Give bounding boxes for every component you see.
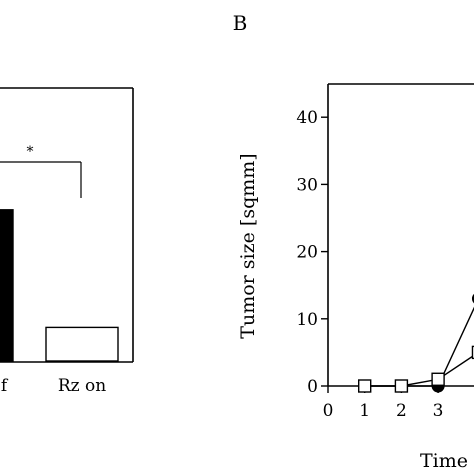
series-1-point-0	[358, 379, 372, 393]
y-tick-label-3: 30	[296, 175, 318, 195]
significance-bracket: *	[0, 144, 82, 198]
x-tick-label-2: 2	[396, 401, 407, 421]
series-0-line	[364, 306, 474, 387]
panel-a-frame	[0, 87, 134, 363]
series-1-point-1	[394, 379, 409, 393]
y-tick-label-1: 10	[296, 310, 318, 330]
y-tick-label-2: 20	[296, 243, 318, 263]
series-1-line	[364, 354, 474, 387]
x-tick-label-0: 0	[323, 401, 334, 421]
series-1-point-2	[431, 372, 445, 386]
panel-b: 0 10 20 30 40 0 1 2 3 Tumor size [sqmm] Time	[237, 83, 474, 472]
significance-marker: *	[27, 144, 34, 160]
panel-b-label: B	[233, 11, 248, 35]
category-label-1: Rz on	[58, 376, 106, 396]
y-axis-label: Tumor size [sqmm]	[237, 153, 259, 338]
category-label-0: f	[1, 376, 9, 396]
bar-1	[45, 326, 119, 362]
x-axis-label: Time	[420, 450, 468, 472]
x-tick-label-1: 1	[359, 401, 370, 421]
bar-0	[0, 209, 14, 362]
panel-a: * f Rz on	[0, 87, 134, 396]
series-1-point-3	[471, 345, 474, 360]
y-tick-label-0: 0	[307, 377, 318, 397]
y-tick-label-4: 40	[296, 108, 318, 128]
panel-b-frame	[327, 83, 474, 387]
x-tick-label-3: 3	[433, 401, 444, 421]
